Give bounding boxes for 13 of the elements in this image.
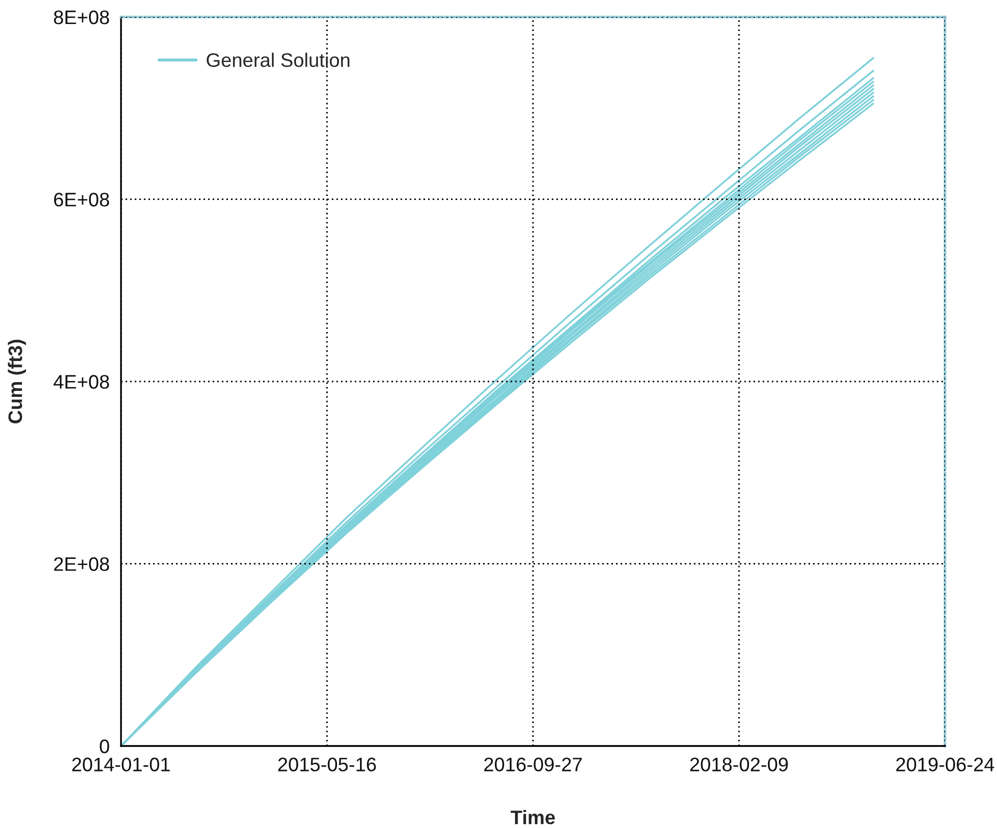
y-tick-label: 4E+08 <box>54 374 110 389</box>
x-tick-label: 2019-06-24 <box>896 758 994 772</box>
y-axis-title: Cum (ft3) <box>8 340 26 424</box>
y-tick-label: 0 <box>100 739 110 754</box>
y-tick-label: 8E+08 <box>54 10 110 24</box>
y-tick-label: 2E+08 <box>54 557 110 571</box>
x-axis-title: Time <box>510 810 555 824</box>
x-tick-label: 2014-01-01 <box>72 758 170 772</box>
x-tick-label: 2015-05-16 <box>278 758 376 772</box>
legend-label: General Solution <box>206 52 350 68</box>
x-tick-label: 2018-02-09 <box>690 758 788 772</box>
x-tick-label: 2016-09-27 <box>484 758 582 772</box>
y-tick-label: 6E+08 <box>54 192 110 206</box>
